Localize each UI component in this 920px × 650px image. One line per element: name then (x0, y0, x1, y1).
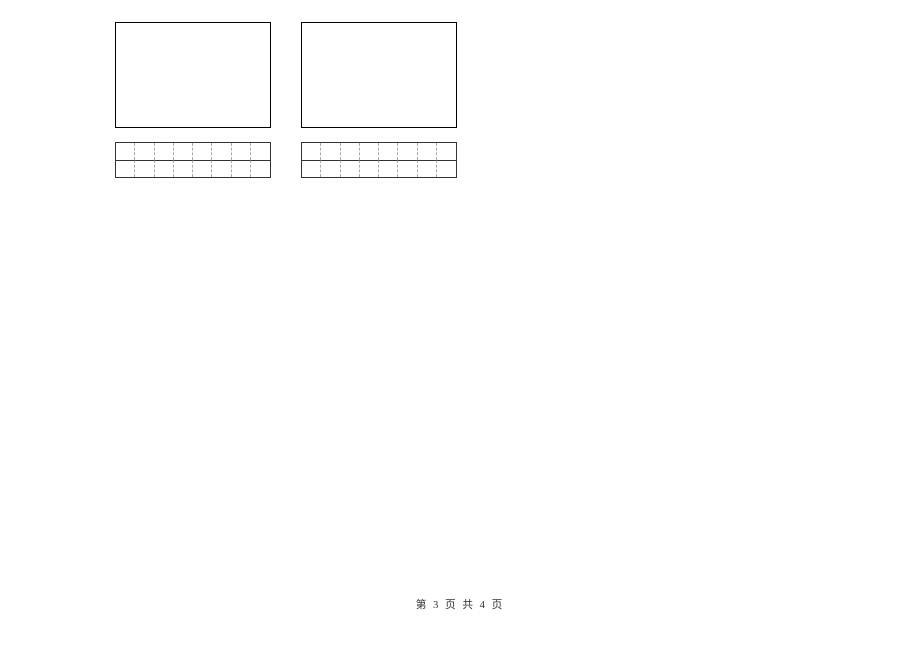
caption-cell (418, 160, 437, 177)
writing-group (115, 22, 271, 178)
caption-row (116, 143, 270, 160)
caption-cell (135, 143, 154, 160)
caption-cell (232, 143, 251, 160)
caption-cell (212, 143, 231, 160)
caption-cell (251, 143, 270, 160)
caption-cell (155, 160, 174, 177)
caption-cell (174, 143, 193, 160)
document-page: 第 3 页 共 4 页 (0, 0, 920, 650)
caption-cell (174, 160, 193, 177)
content-area (115, 22, 457, 178)
caption-cell (116, 160, 135, 177)
image-placeholder-box (115, 22, 271, 128)
caption-cell (232, 160, 251, 177)
caption-cell (398, 143, 417, 160)
group-row (115, 22, 457, 178)
caption-row (116, 160, 270, 177)
caption-cell (302, 143, 321, 160)
caption-grid (301, 142, 457, 178)
caption-cell (321, 143, 340, 160)
caption-cell (212, 160, 231, 177)
caption-cell (437, 160, 456, 177)
caption-cell (155, 143, 174, 160)
caption-cell (379, 143, 398, 160)
image-placeholder-box (301, 22, 457, 128)
caption-cell (321, 160, 340, 177)
caption-cell (360, 143, 379, 160)
caption-row (302, 160, 456, 177)
caption-cell (360, 160, 379, 177)
caption-cell (251, 160, 270, 177)
caption-cell (341, 160, 360, 177)
caption-cell (341, 143, 360, 160)
caption-cell (116, 143, 135, 160)
caption-grid (115, 142, 271, 178)
page-footer: 第 3 页 共 4 页 (0, 597, 920, 612)
caption-cell (135, 160, 154, 177)
caption-cell (193, 160, 212, 177)
caption-cell (418, 143, 437, 160)
writing-group (301, 22, 457, 178)
caption-cell (437, 143, 456, 160)
caption-row (302, 143, 456, 160)
caption-cell (193, 143, 212, 160)
caption-cell (379, 160, 398, 177)
page-number-text: 第 3 页 共 4 页 (416, 600, 505, 611)
caption-cell (302, 160, 321, 177)
caption-cell (398, 160, 417, 177)
